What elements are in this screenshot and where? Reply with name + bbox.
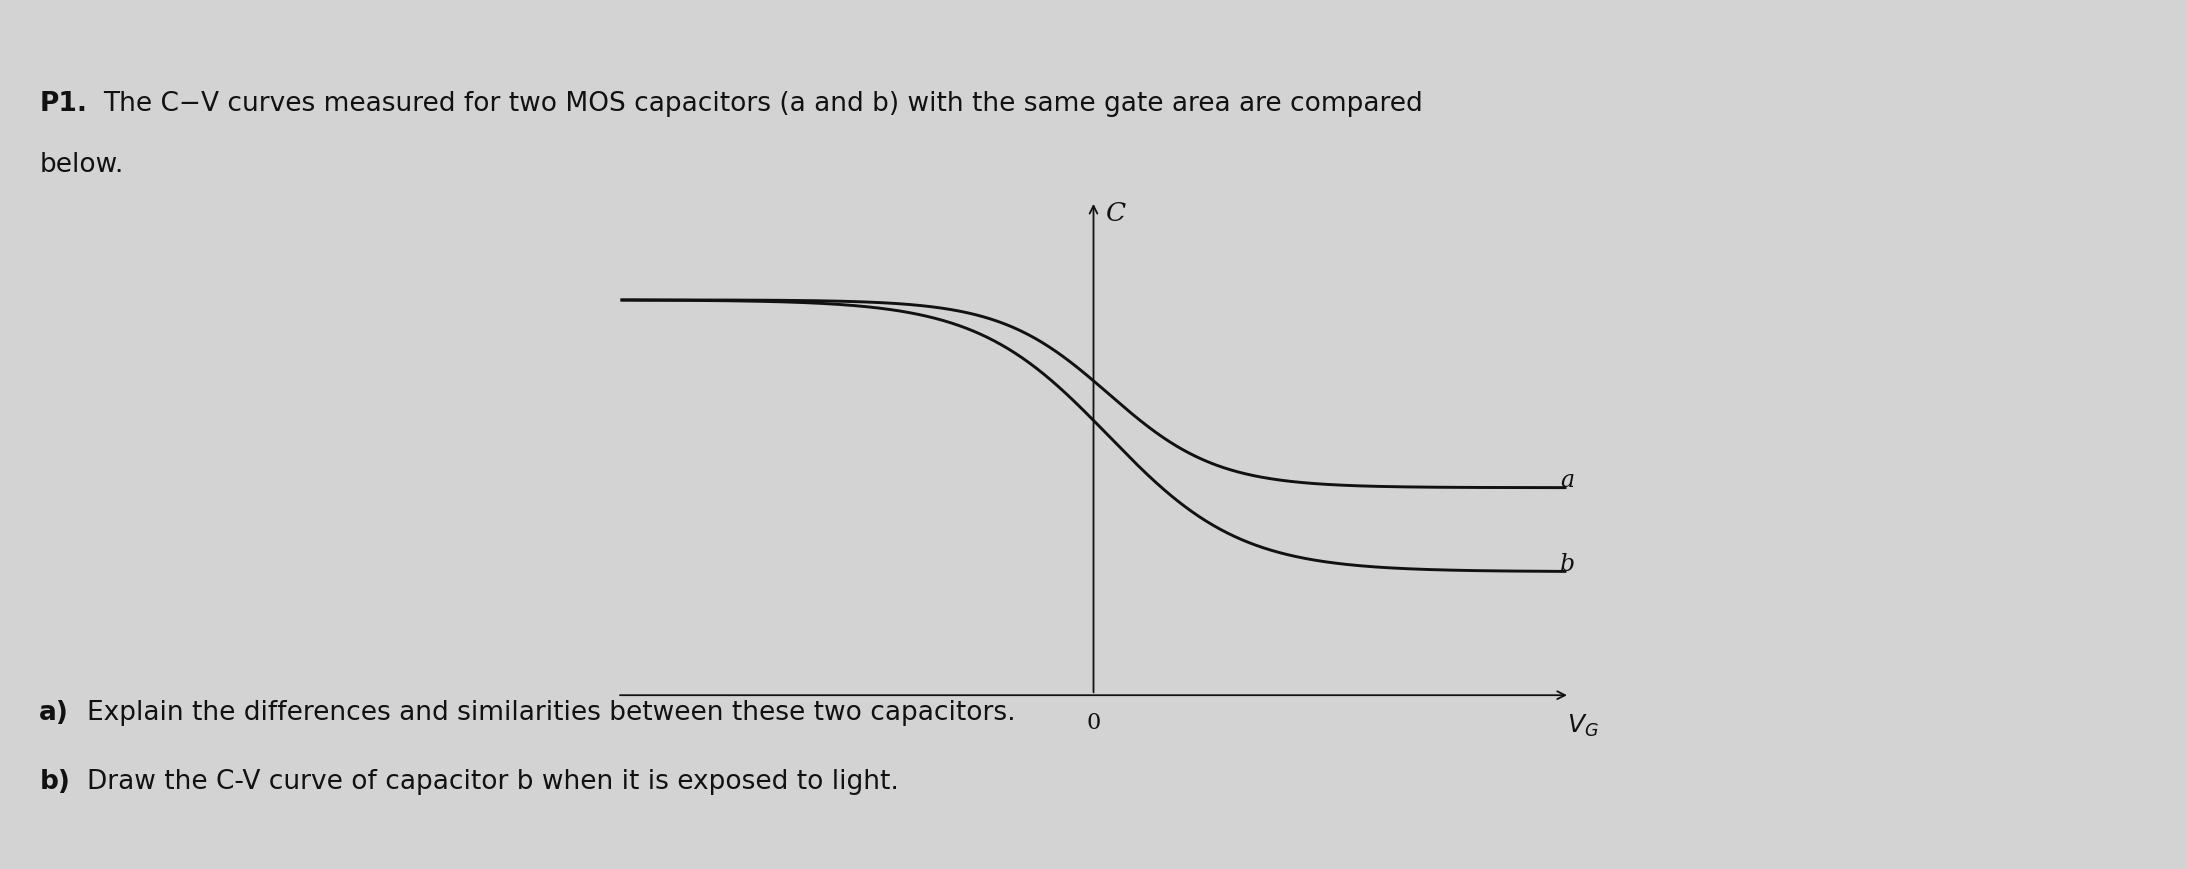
Text: b): b) bbox=[39, 769, 70, 795]
Text: Draw the C-V curve of capacitor b when it is exposed to light.: Draw the C-V curve of capacitor b when i… bbox=[87, 769, 899, 795]
Text: P1.: P1. bbox=[39, 91, 87, 117]
Text: Explain the differences and similarities between these two capacitors.: Explain the differences and similarities… bbox=[87, 700, 1017, 726]
Text: The C−V curves measured for two MOS capacitors (a and b) with the same gate area: The C−V curves measured for two MOS capa… bbox=[103, 91, 1422, 117]
Text: b: b bbox=[1559, 553, 1575, 576]
Text: 0: 0 bbox=[1087, 713, 1100, 734]
Text: below.: below. bbox=[39, 152, 125, 178]
Text: $V_G$: $V_G$ bbox=[1568, 713, 1599, 739]
Text: a: a bbox=[1559, 468, 1575, 492]
Text: C: C bbox=[1104, 201, 1126, 226]
Text: a): a) bbox=[39, 700, 70, 726]
